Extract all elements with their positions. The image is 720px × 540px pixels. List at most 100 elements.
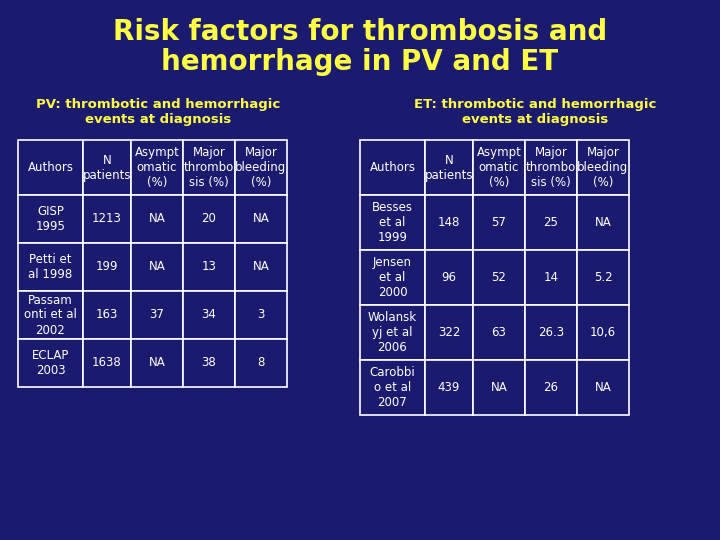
Text: 13: 13 (202, 260, 217, 273)
Text: 25: 25 (544, 216, 559, 229)
Text: Asympt
omatic
(%): Asympt omatic (%) (477, 146, 521, 189)
Bar (577, 195, 629, 250)
Bar (577, 305, 629, 360)
Bar (18, 195, 83, 243)
Text: 34: 34 (202, 308, 217, 321)
Text: 63: 63 (492, 326, 506, 339)
Bar (577, 360, 629, 415)
Bar (18, 243, 83, 291)
Bar (360, 250, 425, 305)
Bar (183, 140, 235, 195)
Text: ECLAP
2003: ECLAP 2003 (32, 349, 69, 377)
Bar (577, 140, 629, 195)
Text: 26.3: 26.3 (538, 326, 564, 339)
Bar (131, 195, 183, 243)
Text: 148: 148 (438, 216, 460, 229)
Text: 322: 322 (438, 326, 460, 339)
Text: NA: NA (595, 381, 611, 394)
Text: 96: 96 (441, 271, 456, 284)
Text: Wolansk
yj et al
2006: Wolansk yj et al 2006 (368, 311, 417, 354)
Text: 57: 57 (492, 216, 506, 229)
Text: 1638: 1638 (92, 356, 122, 369)
Bar (473, 195, 525, 250)
Text: 20: 20 (202, 213, 217, 226)
Bar (235, 195, 287, 243)
Bar (83, 243, 131, 291)
Bar (525, 140, 577, 195)
Text: Authors: Authors (27, 161, 73, 174)
Text: Major
bleeding
(%): Major bleeding (%) (235, 146, 287, 189)
Bar (18, 339, 83, 387)
Text: 52: 52 (492, 271, 506, 284)
Bar (235, 339, 287, 387)
Text: hemorrhage in PV and ET: hemorrhage in PV and ET (161, 48, 559, 76)
Text: 439: 439 (438, 381, 460, 394)
Text: Carobbi
o et al
2007: Carobbi o et al 2007 (369, 366, 415, 409)
Bar (425, 195, 473, 250)
Bar (473, 305, 525, 360)
Text: 8: 8 (257, 356, 265, 369)
Text: ET: thrombotic and hemorrhagic
events at diagnosis: ET: thrombotic and hemorrhagic events at… (414, 98, 656, 126)
Text: 37: 37 (150, 308, 164, 321)
Text: Asympt
omatic
(%): Asympt omatic (%) (135, 146, 179, 189)
Text: NA: NA (253, 260, 269, 273)
Bar (18, 140, 83, 195)
Bar (18, 291, 83, 339)
Bar (425, 305, 473, 360)
Text: Major
bleeding
(%): Major bleeding (%) (577, 146, 629, 189)
Bar (473, 360, 525, 415)
Bar (525, 250, 577, 305)
Bar (235, 140, 287, 195)
Text: 38: 38 (202, 356, 217, 369)
Text: NA: NA (490, 381, 508, 394)
Text: Petti et
al 1998: Petti et al 1998 (28, 253, 73, 281)
Text: Authors: Authors (369, 161, 415, 174)
Text: NA: NA (148, 356, 166, 369)
Text: Passam
onti et al
2002: Passam onti et al 2002 (24, 294, 77, 336)
Bar (183, 195, 235, 243)
Bar (360, 140, 425, 195)
Text: 163: 163 (96, 308, 118, 321)
Text: Besses
et al
1999: Besses et al 1999 (372, 201, 413, 244)
Bar (360, 305, 425, 360)
Bar (525, 305, 577, 360)
Text: 5.2: 5.2 (594, 271, 612, 284)
Bar (425, 360, 473, 415)
Text: PV: thrombotic and hemorrhagic
events at diagnosis: PV: thrombotic and hemorrhagic events at… (36, 98, 280, 126)
Bar (131, 243, 183, 291)
Bar (183, 339, 235, 387)
Bar (525, 195, 577, 250)
Text: 3: 3 (257, 308, 265, 321)
Text: Major
thrombo
sis (%): Major thrombo sis (%) (526, 146, 576, 189)
Text: N
patients: N patients (425, 153, 473, 181)
Bar (525, 360, 577, 415)
Bar (183, 291, 235, 339)
Bar (360, 195, 425, 250)
Text: Jensen
et al
2000: Jensen et al 2000 (373, 256, 412, 299)
Bar (425, 140, 473, 195)
Text: NA: NA (148, 260, 166, 273)
Bar (131, 339, 183, 387)
Text: 14: 14 (544, 271, 559, 284)
Bar (83, 195, 131, 243)
Text: 199: 199 (96, 260, 118, 273)
Bar (235, 291, 287, 339)
Bar (473, 140, 525, 195)
Bar (235, 243, 287, 291)
Bar (83, 291, 131, 339)
Bar (473, 250, 525, 305)
Bar (425, 250, 473, 305)
Bar (83, 339, 131, 387)
Text: NA: NA (595, 216, 611, 229)
Text: NA: NA (253, 213, 269, 226)
Bar (360, 360, 425, 415)
Text: 1213: 1213 (92, 213, 122, 226)
Bar (131, 140, 183, 195)
Bar (577, 250, 629, 305)
Bar (83, 140, 131, 195)
Text: Risk factors for thrombosis and: Risk factors for thrombosis and (113, 18, 607, 46)
Bar (131, 291, 183, 339)
Text: 26: 26 (544, 381, 559, 394)
Text: N
patients: N patients (83, 153, 131, 181)
Text: NA: NA (148, 213, 166, 226)
